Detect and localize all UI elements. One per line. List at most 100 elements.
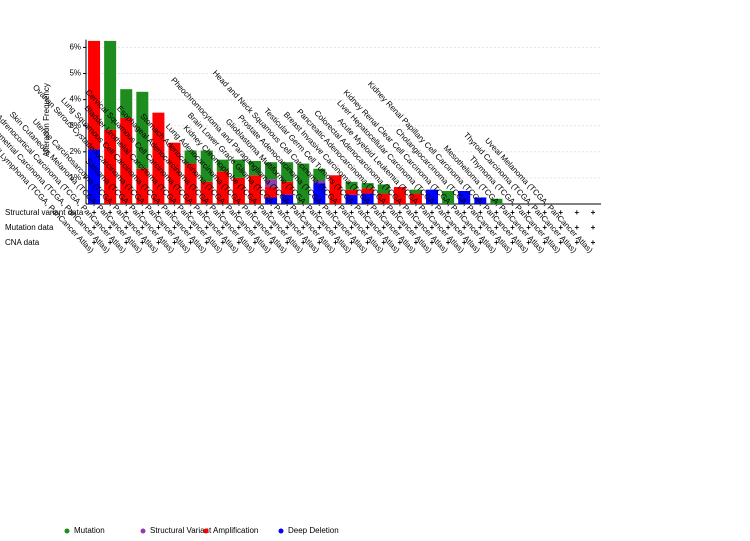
profiled-symbol: + <box>285 208 290 217</box>
profiled-symbol: + <box>220 223 225 232</box>
profiled-symbol: + <box>301 208 306 217</box>
profiled-symbol: + <box>575 208 580 217</box>
legend-label: Amplification <box>213 526 258 535</box>
bar-segment <box>136 91 149 169</box>
profiled-symbol: + <box>220 238 225 247</box>
profiled-symbol: + <box>510 208 515 217</box>
profiled-symbol: + <box>478 208 483 217</box>
profiled-symbol: + <box>317 208 322 217</box>
profiled-symbol: + <box>430 208 435 217</box>
bar-segment <box>265 162 278 180</box>
profiled-symbol: + <box>317 238 322 247</box>
bar-segment <box>313 180 326 184</box>
profiled-symbol: + <box>92 223 97 232</box>
profiled-symbol: + <box>92 238 97 247</box>
profiled-symbol: + <box>414 223 419 232</box>
profiled-symbol: + <box>140 223 145 232</box>
profiled-symbol: + <box>494 223 499 232</box>
bar-segment <box>313 168 326 181</box>
profiled-symbol: + <box>333 238 338 247</box>
y-axis-title: Alteration Frequency <box>42 83 51 157</box>
y-tick-label: 2% <box>69 147 81 156</box>
profiled-symbol: + <box>124 208 129 217</box>
profiled-symbol: + <box>156 223 161 232</box>
bar-segment <box>120 117 133 204</box>
profiled-symbol: + <box>172 223 177 232</box>
legend-label: Structural Variant <box>150 526 212 535</box>
profiled-symbol: + <box>188 223 193 232</box>
profiled-symbol: + <box>349 208 354 217</box>
bar-segment <box>104 40 117 130</box>
profiled-symbol: + <box>381 223 386 232</box>
profiled-symbol: + <box>124 238 129 247</box>
profiled-symbol: + <box>591 223 596 232</box>
legend-marker <box>140 528 146 534</box>
bar-segment <box>329 175 342 204</box>
bar-segment <box>184 163 197 204</box>
bar-segment <box>345 189 358 195</box>
profiled-symbol: + <box>301 223 306 232</box>
bar-segment <box>458 190 471 204</box>
profiled-symbol: + <box>237 223 242 232</box>
bar-segment <box>232 159 245 178</box>
profiled-symbol: + <box>526 238 531 247</box>
profiled-symbol: + <box>349 223 354 232</box>
bar-segment <box>88 149 101 204</box>
bar-segment <box>361 183 374 189</box>
bar-segment <box>88 40 101 150</box>
bar-segment <box>426 189 439 204</box>
profiled-symbol: + <box>526 208 531 217</box>
bar-segment <box>248 160 261 176</box>
profiled-symbol: + <box>269 223 274 232</box>
profiled-symbol: + <box>365 238 370 247</box>
profiled-symbol: + <box>108 238 113 247</box>
legend-marker <box>203 528 209 534</box>
legend-label: Mutation <box>74 526 105 535</box>
bar-segment <box>345 181 358 190</box>
profiled-symbol: + <box>269 238 274 247</box>
profiled-symbol: + <box>285 223 290 232</box>
bar-segment <box>281 181 294 195</box>
profiled-symbol: + <box>542 223 547 232</box>
bar-segment <box>393 187 406 204</box>
y-tick-label: 3% <box>69 121 81 130</box>
profiled-symbol: + <box>510 238 515 247</box>
bar-segment <box>345 194 358 204</box>
profiled-symbol: + <box>172 208 177 217</box>
profiled-symbol: + <box>204 238 209 247</box>
profiled-symbol: + <box>381 208 386 217</box>
profiled-symbol: + <box>188 208 193 217</box>
legend-label: Deep Deletion <box>288 526 339 535</box>
profiled-symbol: + <box>140 238 145 247</box>
profiled-symbol: + <box>478 223 483 232</box>
profile-row-label: Structural variant data <box>5 208 84 217</box>
bar-segment <box>265 187 278 198</box>
bar-segment <box>265 197 278 204</box>
profiled-symbol: + <box>430 223 435 232</box>
profiled-symbol: + <box>92 208 97 217</box>
profiled-symbol: + <box>430 238 435 247</box>
y-tick-label: 6% <box>69 43 81 52</box>
bar-segment <box>297 163 310 204</box>
profiled-symbol: + <box>253 208 258 217</box>
profiled-symbol: + <box>269 208 274 217</box>
bar-segment <box>136 168 149 204</box>
profiled-symbol: + <box>220 208 225 217</box>
profiled-symbol: + <box>108 223 113 232</box>
profiled-symbol: + <box>575 223 580 232</box>
bar-segment <box>265 179 278 188</box>
profiled-symbol: + <box>333 223 338 232</box>
bar-segment <box>200 181 213 204</box>
profiled-symbol: + <box>204 208 209 217</box>
profiled-symbol: + <box>575 238 580 247</box>
bar-segment <box>442 190 455 204</box>
bar-segment <box>200 150 213 182</box>
bar-segment <box>184 150 197 164</box>
profiled-symbol: + <box>156 208 161 217</box>
profiled-symbol: + <box>204 223 209 232</box>
profiled-symbol: + <box>414 208 419 217</box>
profiled-symbol: + <box>237 238 242 247</box>
profiled-symbol: + <box>510 223 515 232</box>
bar-segment <box>168 142 181 204</box>
profiled-symbol: + <box>494 208 499 217</box>
